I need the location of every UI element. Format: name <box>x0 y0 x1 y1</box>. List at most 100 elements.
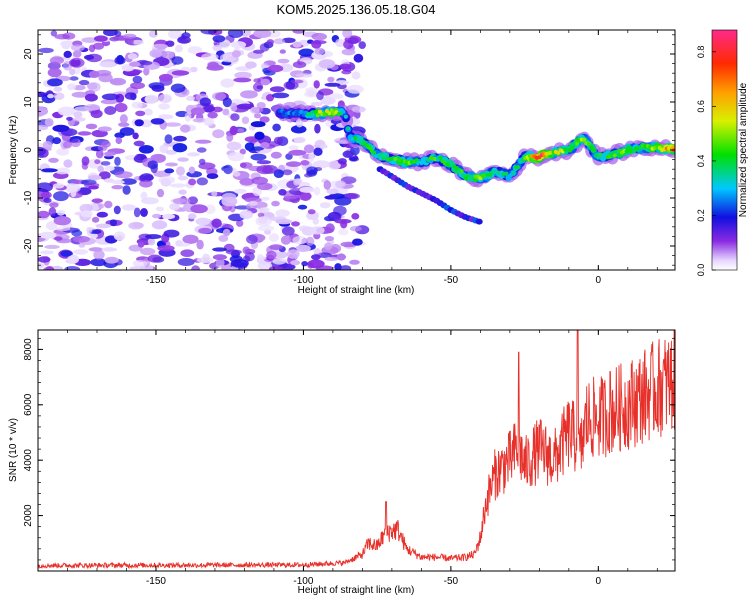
noise-blob <box>63 159 73 168</box>
noise-blob <box>72 50 82 58</box>
noise-blob <box>147 237 156 246</box>
noise-blob <box>249 200 258 206</box>
noise-blob <box>337 228 349 236</box>
noise-blob <box>303 144 315 154</box>
noise-blob <box>66 116 73 121</box>
noise-blob <box>211 218 222 228</box>
noise-blob <box>278 189 287 196</box>
noise-blob <box>69 68 76 76</box>
noise-blob <box>50 30 58 37</box>
noise-blob <box>341 48 356 56</box>
noise-blob <box>251 146 264 151</box>
ridge-blob <box>511 170 516 175</box>
noise-blob <box>122 65 134 72</box>
noise-blob <box>250 106 260 114</box>
noise-blob <box>311 254 321 260</box>
noise-blob <box>256 160 272 165</box>
snr-panel: -150 -100 -50 0 2000 4000 6000 8000 Height of s… <box>8 329 676 596</box>
snr-series-line <box>38 330 675 570</box>
noise-blob <box>324 82 341 87</box>
noise-blob <box>52 137 61 145</box>
x-tick-label: -100 <box>293 576 313 587</box>
noise-blob <box>161 51 175 59</box>
ridge-blob <box>343 114 348 119</box>
noise-blob <box>73 117 86 122</box>
noise-blob <box>131 101 143 109</box>
noise-blob <box>98 171 111 180</box>
noise-blob <box>64 266 81 270</box>
noise-blob <box>337 158 347 165</box>
noise-blob <box>288 145 299 150</box>
noise-blob <box>313 80 320 89</box>
noise-blob <box>236 103 255 110</box>
ridge-blob <box>556 151 561 155</box>
noise-blob <box>56 226 71 232</box>
noise-blob <box>348 37 359 45</box>
noise-blob <box>220 78 235 88</box>
noise-blob <box>169 183 187 188</box>
noise-blob <box>293 136 306 144</box>
colorbar-tick-label: 0.6 <box>696 100 706 113</box>
noise-blob <box>314 123 321 134</box>
noise-blob <box>158 103 170 110</box>
noise-blob <box>180 249 195 257</box>
noise-blob <box>111 185 124 190</box>
noise-blob <box>38 262 45 269</box>
noise-blob <box>67 83 76 91</box>
noise-blob <box>271 200 280 207</box>
ridge-blob <box>591 148 596 152</box>
noise-blob <box>227 30 244 38</box>
noise-blob <box>201 53 219 61</box>
noise-blob <box>257 254 264 262</box>
noise-blob <box>57 106 76 117</box>
noise-blob <box>202 253 211 262</box>
colorbar-gradient <box>711 29 738 271</box>
noise-blob <box>119 114 128 124</box>
noise-blob <box>275 219 293 225</box>
noise-blob <box>175 242 191 247</box>
noise-blob <box>195 139 212 144</box>
noise-blob <box>177 258 195 266</box>
noise-blob <box>260 142 270 149</box>
noise-blob <box>100 161 111 166</box>
noise-blob <box>83 54 95 60</box>
noise-blob <box>349 225 362 232</box>
noise-blob <box>324 195 338 200</box>
noise-blob <box>77 131 92 136</box>
noise-blob <box>320 144 328 149</box>
noise-blob <box>120 178 137 185</box>
noise-blob <box>316 91 324 101</box>
noise-blob <box>177 157 189 162</box>
noise-blob <box>53 191 69 202</box>
noise-blob <box>138 175 146 182</box>
x-tick-label: 0 <box>596 576 602 587</box>
noise-blob <box>273 38 285 45</box>
noise-blob <box>38 106 49 116</box>
noise-blob <box>319 202 331 209</box>
noise-blob <box>240 90 258 99</box>
noise-blob <box>152 213 162 219</box>
noise-blob <box>88 70 100 78</box>
noise-blob <box>114 30 122 37</box>
noise-blob <box>95 223 112 229</box>
noise-blob <box>54 236 63 241</box>
ridge-blob <box>419 161 424 165</box>
x-tick-label: -150 <box>146 576 166 587</box>
noise-blob <box>259 116 270 123</box>
noise-blob <box>269 244 283 251</box>
noise-blob <box>326 188 339 195</box>
noise-blob <box>92 42 105 50</box>
noise-blob <box>115 136 123 145</box>
colorbar-tick-label: 0.8 <box>696 46 706 59</box>
ridge-blob <box>322 112 327 117</box>
noise-blob <box>70 44 85 52</box>
branch-blob <box>475 218 483 225</box>
noise-blob <box>212 92 227 101</box>
noise-blob <box>254 113 261 119</box>
noise-blob <box>203 105 215 113</box>
noise-blob <box>54 167 71 175</box>
ridge-blob <box>313 110 318 114</box>
noise-blob <box>334 218 352 224</box>
noise-blob <box>239 178 255 186</box>
noise-blob <box>328 93 344 100</box>
